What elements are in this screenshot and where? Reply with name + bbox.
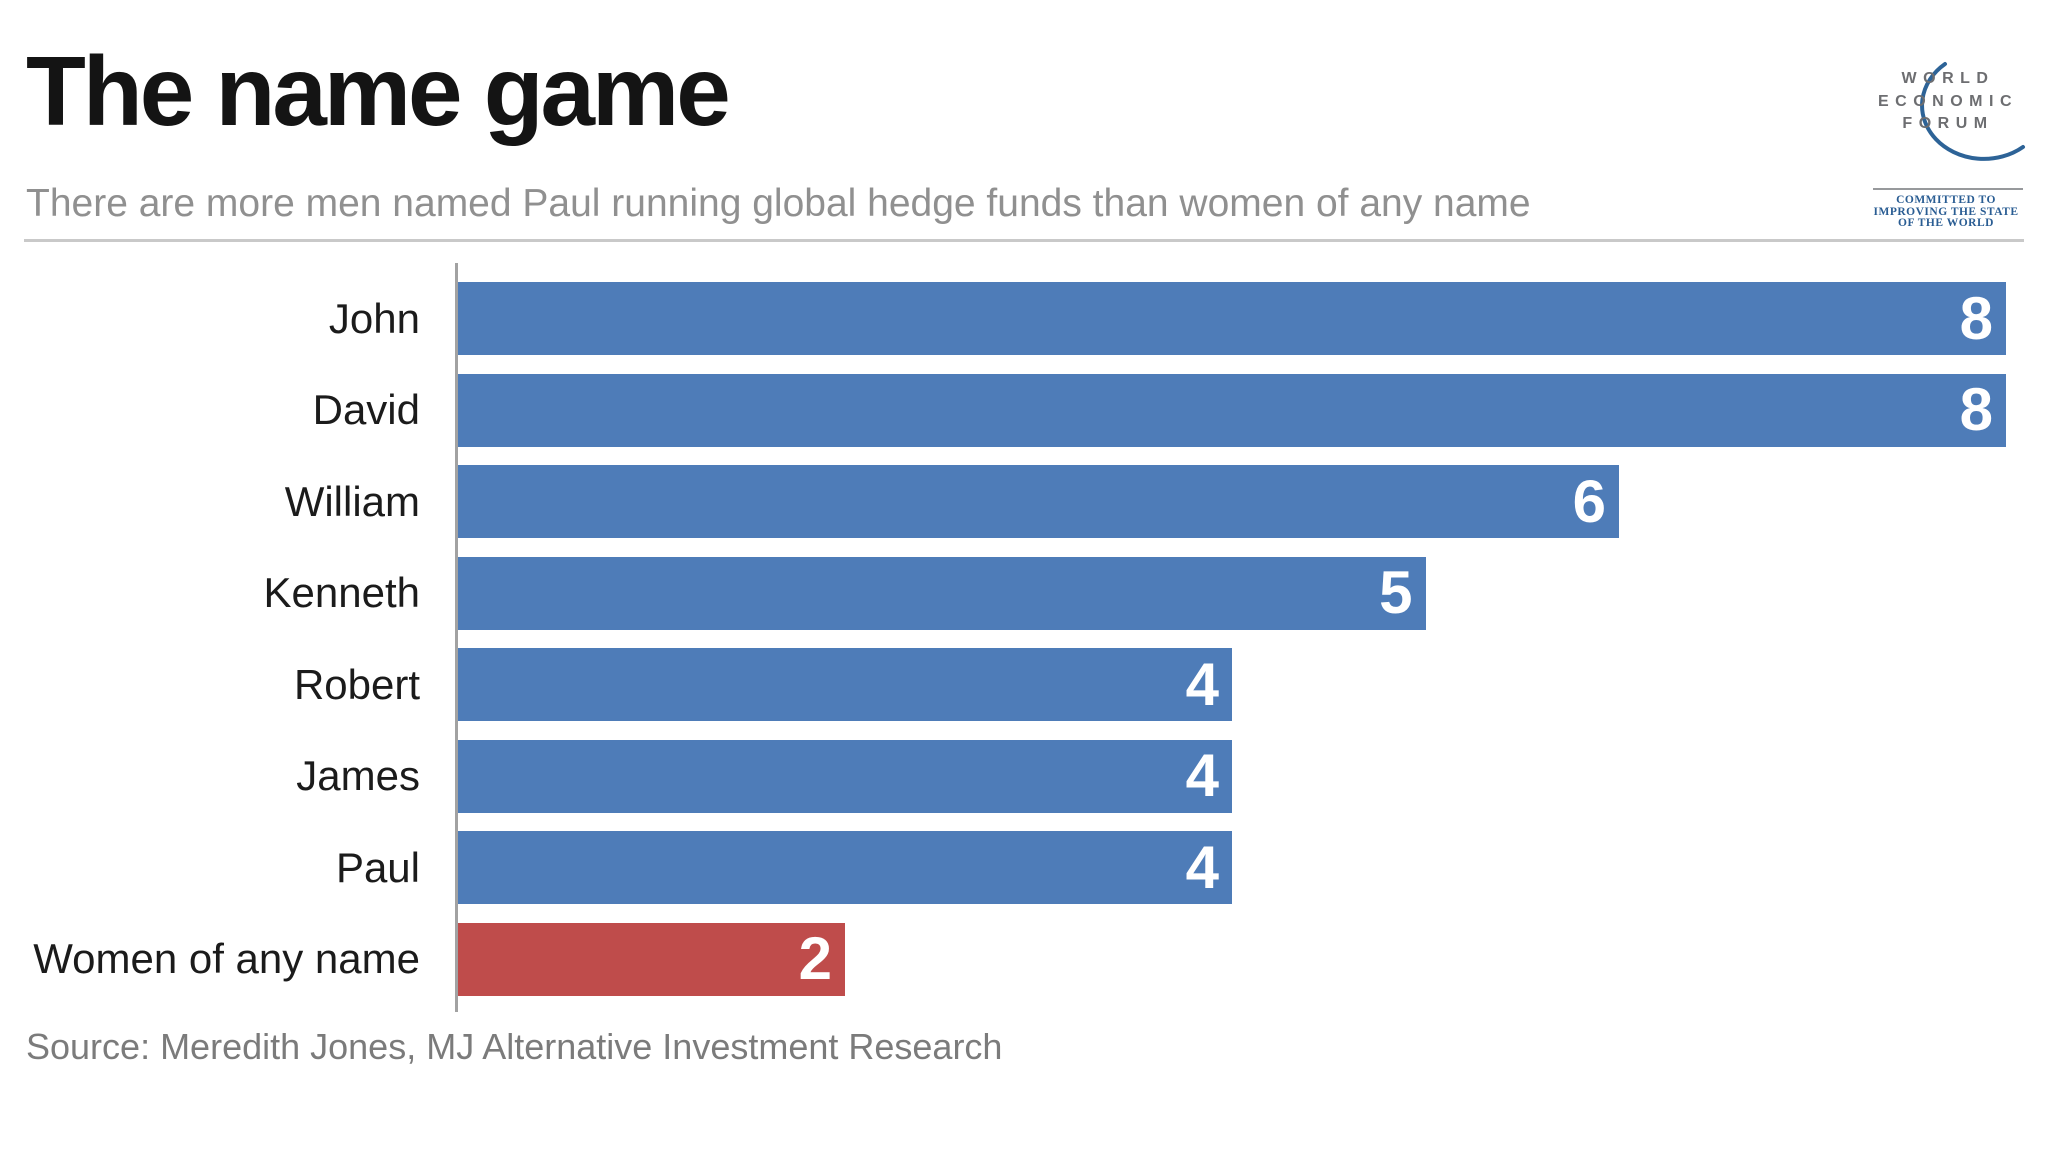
- bar: 4: [458, 648, 1232, 721]
- value-label: 4: [1185, 742, 1219, 809]
- bar-row: Paul 4: [0, 831, 2048, 904]
- category-label: Women of any name: [33, 935, 420, 982]
- category-label: Paul: [335, 843, 420, 891]
- bar-row: Robert 4: [0, 648, 2048, 721]
- bar-row: David 8: [0, 373, 2048, 447]
- bar-row: Kenneth 5: [0, 556, 2048, 630]
- header-divider: [24, 239, 2024, 242]
- page-subtitle: There are more men named Paul running gl…: [26, 182, 1531, 225]
- bar-row: Women of any name 2: [0, 922, 2048, 996]
- category-label: James: [296, 752, 420, 799]
- page-title: The name game: [26, 36, 731, 146]
- wef-crescent-icon: [1920, 62, 2025, 161]
- wef-tagline-line: OF THE WORLD: [1898, 217, 1994, 229]
- bar: 4: [458, 739, 1232, 813]
- value-label: 6: [1572, 467, 1606, 535]
- bar: 6: [458, 465, 1619, 538]
- bar-row: John 8: [0, 282, 2048, 355]
- value-label: 8: [1959, 284, 1993, 352]
- bar-chart: John 8 David 8 William 6 Kenneth 5 Robert 4 James 4…: [0, 282, 2048, 1014]
- bar-row: William 6: [0, 465, 2048, 538]
- category-label: Robert: [293, 660, 420, 708]
- bar-row: James 4: [0, 739, 2048, 813]
- wef-logo-tagline: COMMITTED TO IMPROVING THE STATE OF THE …: [1856, 194, 2036, 230]
- bar: 2: [458, 922, 845, 996]
- value-label: 5: [1379, 559, 1413, 626]
- value-label: 8: [1959, 376, 1993, 443]
- bar: 8: [458, 373, 2006, 447]
- wef-tagline-line: COMMITTED TO: [1896, 194, 1996, 206]
- category-label: Kenneth: [263, 569, 420, 616]
- wef-logo-line: WORLD: [1901, 70, 1995, 87]
- wef-logo-wordmark: WORLD ECONOMIC FORUM: [1856, 68, 2036, 136]
- value-label: 2: [798, 925, 832, 992]
- wef-tagline-line: IMPROVING THE STATE: [1873, 205, 2019, 218]
- wef-logo-line: ECONOMIC: [1878, 92, 2018, 110]
- wef-logo-line: FORUM: [1902, 115, 1994, 132]
- category-label: David: [312, 386, 420, 433]
- wef-logo: WORLD ECONOMIC FORUM COMMITTED TO IMPROV…: [1856, 56, 2036, 236]
- y-axis-line: [455, 263, 458, 1012]
- value-label: 4: [1185, 650, 1219, 718]
- bar: 8: [458, 282, 2006, 355]
- source-note: Source: Meredith Jones, MJ Alternative I…: [26, 1026, 1003, 1067]
- bar: 5: [458, 556, 1426, 630]
- category-label: William: [284, 477, 420, 525]
- category-label: John: [328, 294, 420, 342]
- bar: 4: [458, 831, 1232, 904]
- value-label: 4: [1185, 833, 1219, 901]
- wef-logo-separator: [1873, 188, 2023, 190]
